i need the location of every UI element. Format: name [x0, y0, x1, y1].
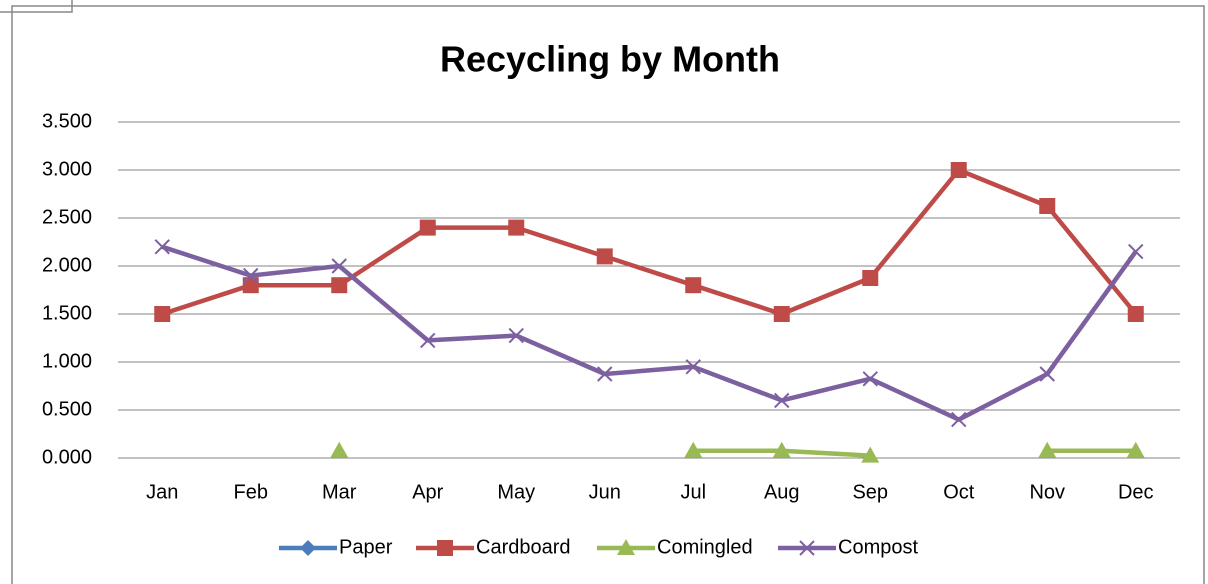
marker	[862, 270, 879, 286]
y-tick-label: 2.500	[42, 206, 92, 228]
marker	[772, 441, 791, 458]
x-tick-label: Mar	[322, 481, 357, 503]
x-tick-label: Dec	[1118, 481, 1154, 503]
marker	[154, 306, 171, 322]
marker	[1128, 243, 1144, 260]
marker	[862, 371, 878, 387]
marker	[951, 411, 967, 428]
marker	[774, 392, 790, 409]
marker	[331, 277, 348, 294]
x-tick-label: Apr	[412, 481, 443, 503]
legend-label: Paper	[339, 536, 393, 558]
marker	[242, 277, 259, 294]
legend-marker	[799, 540, 815, 556]
legend-marker	[300, 540, 316, 556]
marker	[1039, 366, 1055, 382]
y-tick-label: 1.000	[42, 350, 92, 372]
marker	[950, 162, 967, 178]
marker	[508, 219, 525, 236]
marker	[330, 441, 349, 458]
marker	[331, 258, 347, 274]
legend-label: Cardboard	[476, 536, 571, 558]
marker	[508, 327, 524, 344]
series-line	[161, 167, 1138, 317]
legend-label: Compost	[838, 536, 918, 558]
x-tick-label: Nov	[1029, 481, 1065, 503]
x-tick-label: Oct	[943, 481, 975, 503]
marker	[1127, 306, 1144, 322]
x-tick-label: Jan	[146, 481, 178, 503]
chart-frame	[11, 5, 1205, 584]
marker	[597, 366, 613, 382]
y-tick-label: 3.000	[42, 158, 92, 180]
x-tick-label: Jul	[680, 481, 706, 503]
chart-title: Recycling by Month	[440, 39, 780, 80]
marker	[1126, 441, 1145, 458]
legend-marker	[617, 539, 635, 555]
marker	[685, 277, 702, 294]
x-tick-label: Jun	[589, 481, 621, 503]
marker	[861, 446, 880, 463]
marker	[773, 306, 790, 322]
marker	[684, 441, 703, 458]
x-tick-label: May	[497, 481, 535, 503]
marker	[1038, 441, 1057, 458]
marker	[685, 359, 701, 375]
marker	[1039, 198, 1056, 214]
x-tick-label: Sep	[852, 481, 888, 503]
y-tick-label: 3.500	[42, 110, 92, 132]
marker	[596, 248, 613, 265]
y-tick-label: 0.000	[42, 446, 92, 468]
x-tick-label: Feb	[234, 481, 268, 503]
legend-label: Comingled	[657, 536, 753, 558]
marker	[243, 267, 259, 284]
y-tick-label: 2.000	[42, 254, 92, 276]
y-tick-label: 0.500	[42, 398, 92, 420]
y-tick-label: 1.500	[42, 302, 92, 324]
series-line	[161, 244, 1138, 422]
legend-marker	[437, 540, 453, 556]
marker	[419, 219, 436, 236]
marker	[154, 239, 170, 255]
marker	[420, 332, 436, 349]
corner-box	[0, 0, 73, 13]
x-tick-label: Aug	[764, 481, 800, 503]
